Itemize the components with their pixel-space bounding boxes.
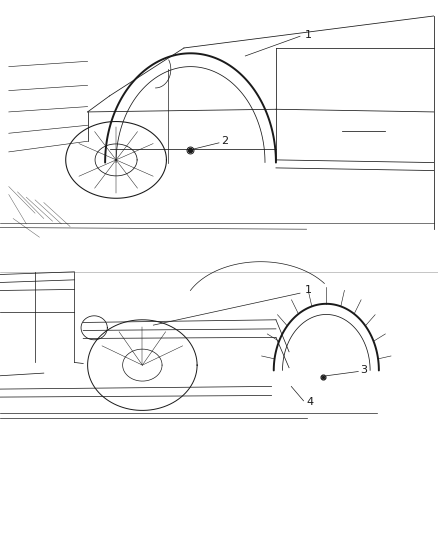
Text: 4: 4: [307, 398, 314, 407]
Text: 3: 3: [360, 366, 367, 375]
Text: 1: 1: [304, 286, 311, 295]
Text: 1: 1: [304, 30, 311, 39]
Text: 2: 2: [221, 136, 228, 146]
